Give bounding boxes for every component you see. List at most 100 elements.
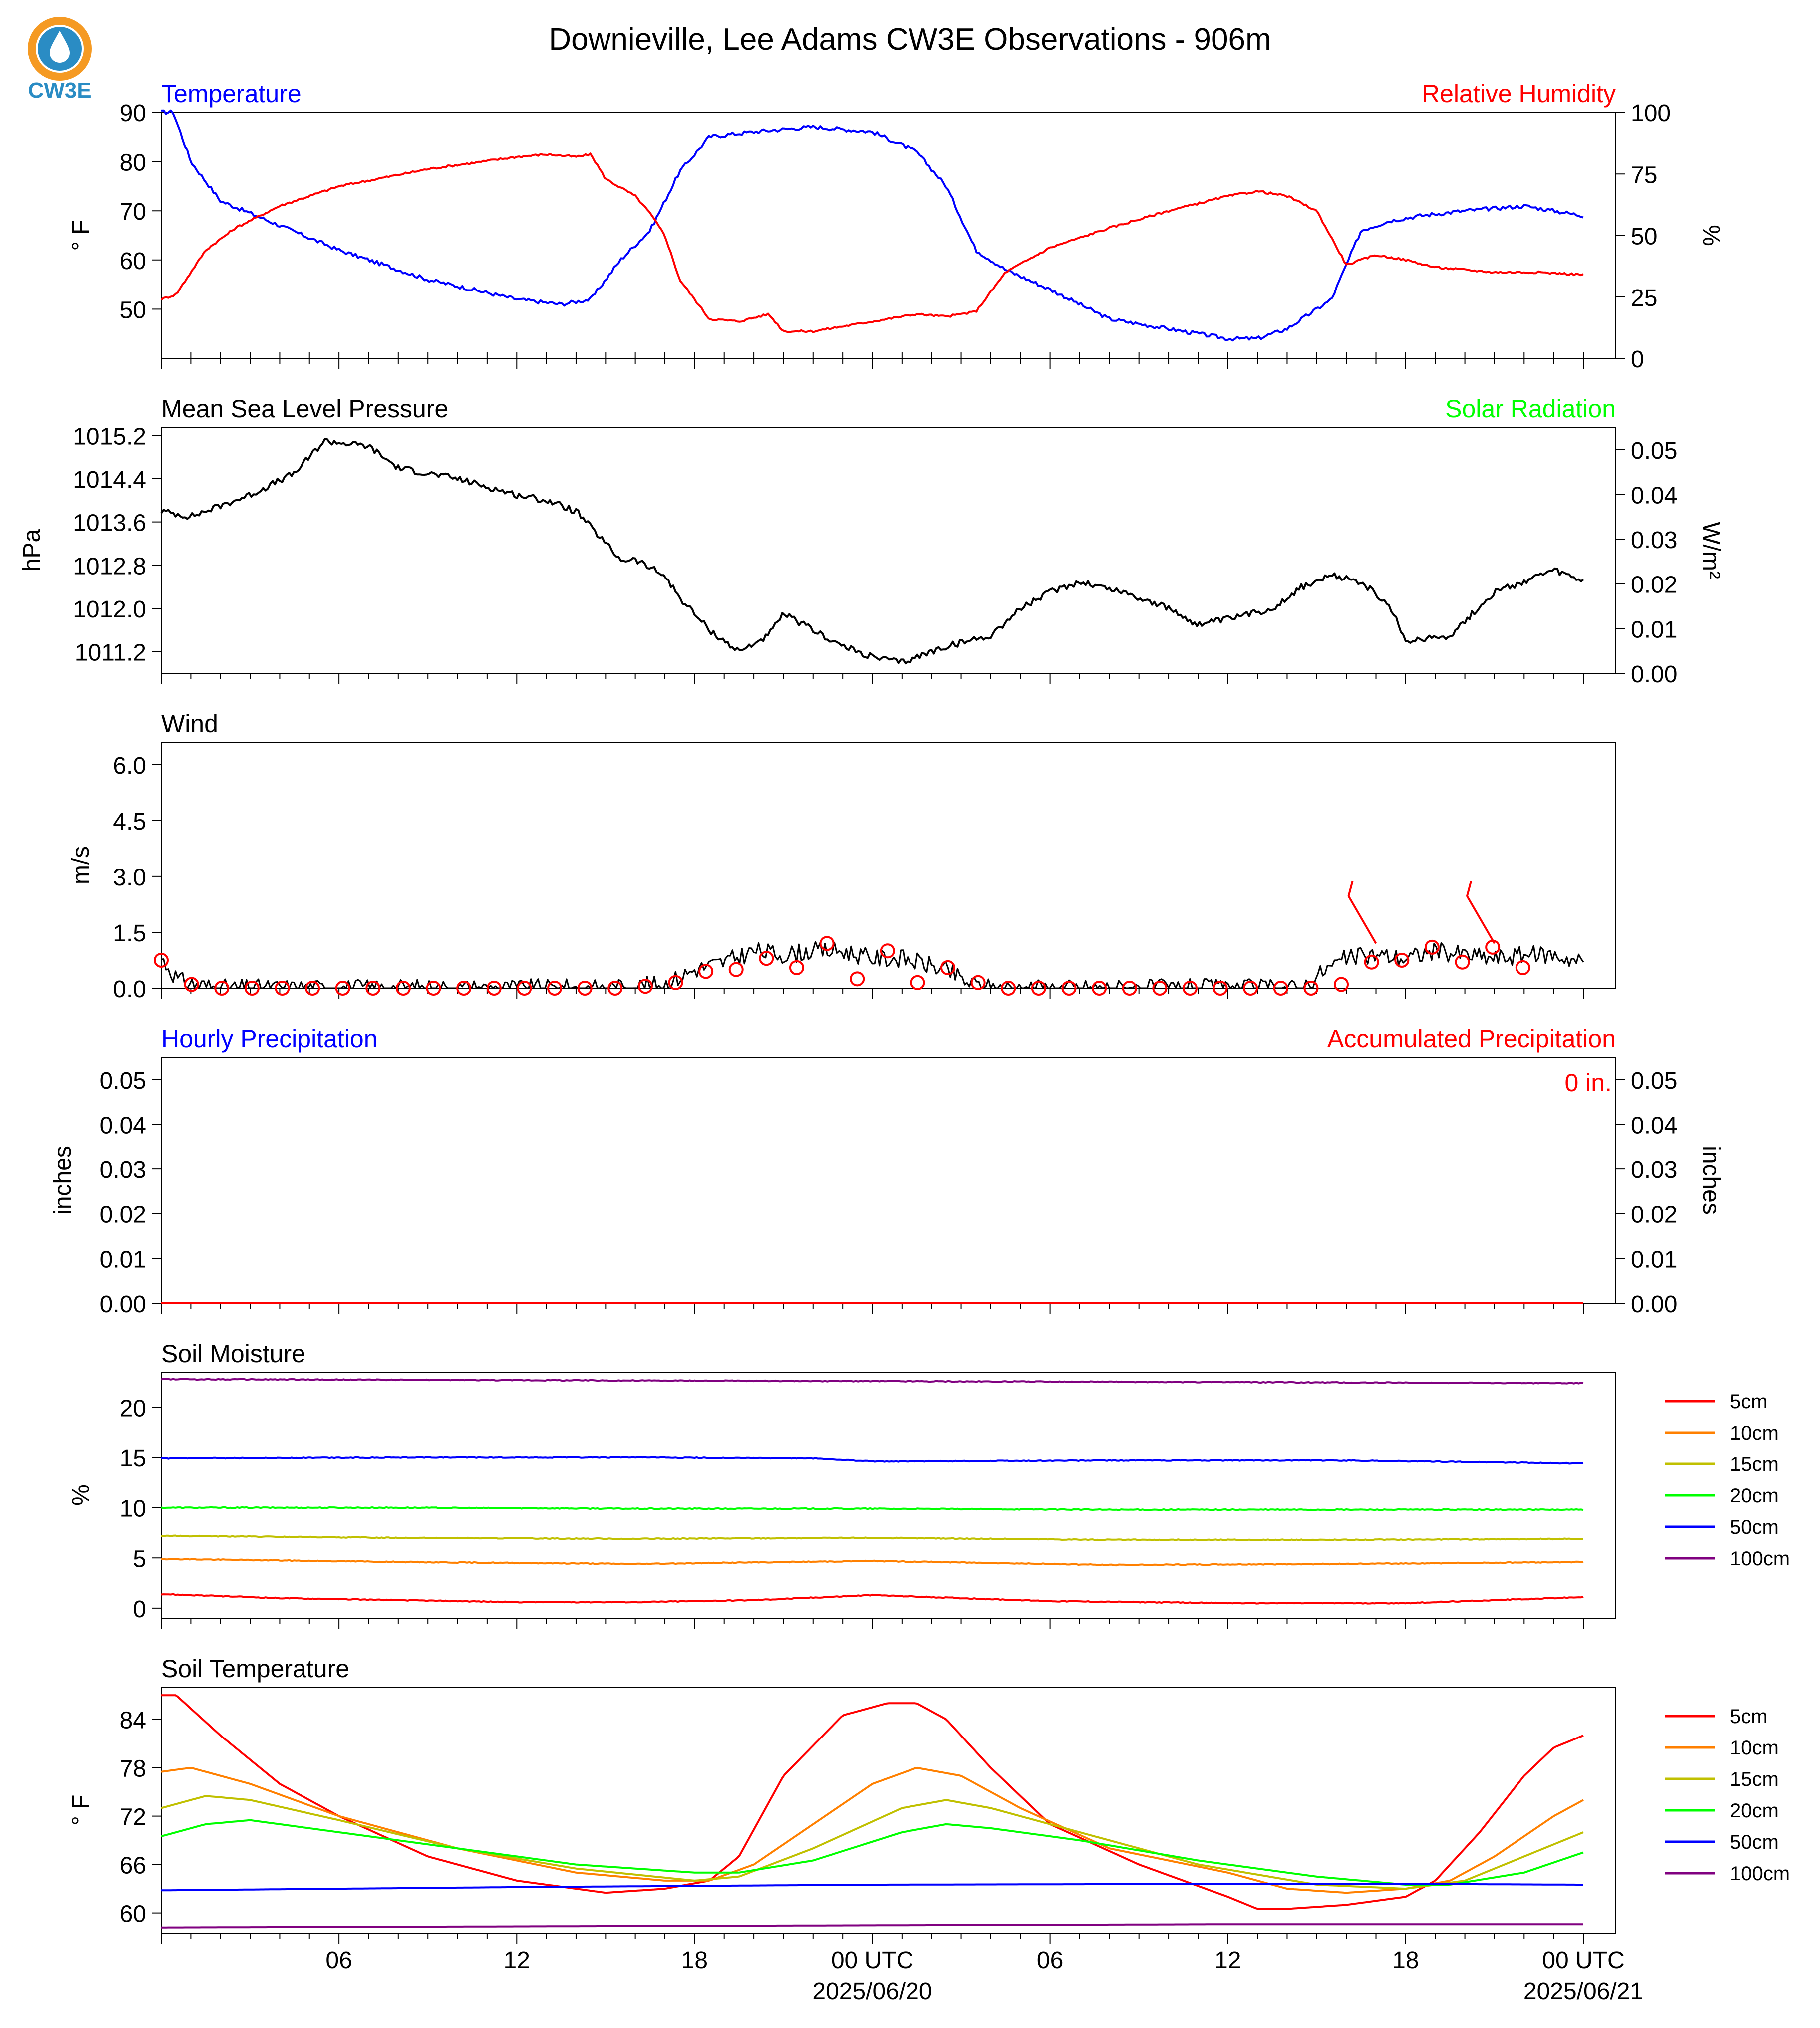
wind-marker [577, 981, 593, 996]
wind-marker [637, 979, 653, 994]
x-tick-label: 06 [325, 1947, 352, 1974]
series-line-5cm [161, 1694, 1584, 1910]
plot-frame [161, 427, 1616, 674]
y-axis-label: ° F [68, 1795, 94, 1826]
y-tick-label: 1011.2 [75, 640, 146, 666]
y-tick-label: 80 [120, 150, 146, 176]
y-tick-label: 0.02 [100, 1202, 146, 1228]
panel-title-left: Mean Sea Level Pressure [161, 395, 448, 423]
y-tick-label-right: 0.00 [1631, 661, 1677, 688]
plot-frame [161, 1372, 1616, 1619]
y-axis-label: hPa [19, 529, 45, 572]
y-tick-label: 15 [120, 1446, 146, 1472]
y-tick-label-right: 0.04 [1631, 1112, 1677, 1139]
y-tick-label: 0.05 [100, 1068, 146, 1094]
y-tick-label: 6.0 [113, 753, 146, 779]
wind-marker [1273, 981, 1288, 996]
y-axis-label-right: inches [1698, 1146, 1724, 1215]
series-line-15cm [161, 1534, 1584, 1541]
series-line-relative-humidity [160, 152, 1584, 333]
wind-marker [819, 936, 835, 951]
wind-marker [1152, 981, 1168, 996]
panel-wind: Wind 0.0 1.5 3.0 4.5 6.0 m/s [68, 710, 1616, 1003]
wind-marker [1424, 939, 1440, 955]
wind-marker [154, 952, 169, 968]
series-line-15cm [161, 1795, 1584, 1890]
x-tick-label: 18 [681, 1947, 708, 1974]
series-line-temperature [161, 109, 1584, 342]
wind-barb [1466, 895, 1496, 944]
wind-marker [759, 951, 774, 966]
y-tick-label: 50 [120, 297, 146, 323]
legend: 5cm 10cm 15cm 20cm 50cm 100cm [1665, 1391, 1790, 1570]
legend-label: 100cm [1730, 1863, 1790, 1885]
y-tick-label: 0.00 [100, 1291, 146, 1318]
panel-title-left: Hourly Precipitation [161, 1025, 378, 1053]
x-tick-date-label: 2025/06/20 [812, 1978, 932, 2005]
logo-text: CW3E [28, 78, 91, 103]
wind-marker [1455, 954, 1470, 970]
panel-title-left: Wind [161, 710, 218, 738]
panel-title-left: Soil Temperature [161, 1655, 349, 1683]
wind-marker [910, 975, 925, 990]
panel-title-right: Accumulated Precipitation [1327, 1025, 1616, 1053]
wind-marker [1485, 939, 1501, 955]
wind-marker [214, 981, 230, 996]
wind-marker [698, 964, 714, 979]
panel-soil-temperature: Soil Temperature 60 66 72 78 84 ° F 5cm 10cm 15cm… [68, 1655, 1790, 2005]
y-tick-label: 70 [120, 199, 146, 225]
series-line-100cm [161, 1923, 1583, 1929]
series-line-10cm [161, 1558, 1584, 1567]
y-tick-label: 1013.6 [73, 510, 146, 537]
wind-marker [728, 962, 744, 977]
wind-marker [426, 981, 441, 996]
y-tick-label: 84 [120, 1708, 146, 1734]
legend-label: 10cm [1730, 1737, 1779, 1759]
wind-marker [880, 943, 895, 959]
wind-marker [335, 981, 350, 996]
y-tick-label-right: 0.05 [1631, 1068, 1677, 1094]
logo-drop-icon [50, 31, 70, 63]
wind-marker [1515, 960, 1530, 975]
wind-marker [456, 981, 472, 996]
wind-marker [395, 981, 411, 996]
wind-marker [1182, 981, 1198, 996]
wind-marker [1061, 981, 1077, 996]
wind-marker [1364, 954, 1379, 970]
wind-barb [1347, 895, 1377, 944]
y-axis-label: ° F [68, 220, 94, 251]
legend-label: 15cm [1730, 1453, 1779, 1475]
y-tick-label-right: 0 [1631, 346, 1644, 373]
y-tick-label-right: 0.01 [1631, 1246, 1677, 1273]
y-tick-label: 90 [120, 100, 146, 127]
series-line-100cm [161, 1378, 1584, 1385]
y-tick-label: 72 [120, 1804, 146, 1831]
panel-pressure-solar: Mean Sea Level Pressure Solar Radiation 10… [19, 395, 1724, 688]
y-tick-label-right: 0.05 [1631, 438, 1677, 464]
series-line-10cm [161, 1766, 1584, 1894]
x-tick-label: 18 [1392, 1947, 1419, 1974]
wind-marker [184, 977, 199, 992]
wind-marker [1092, 981, 1107, 996]
wind-marker [850, 971, 865, 987]
series-line-20cm [161, 1506, 1584, 1511]
cw3e-logo: CW3E [28, 17, 92, 103]
page-title: Downieville, Lee Adams CW3E Observations… [549, 22, 1271, 57]
legend-label: 20cm [1730, 1800, 1779, 1822]
series-line-20cm [161, 1819, 1584, 1886]
x-tick-date-label: 2025/06/21 [1523, 1978, 1643, 2005]
legend-label: 10cm [1730, 1422, 1779, 1444]
y-tick-label: 60 [120, 248, 146, 275]
y-tick-label: 60 [120, 1901, 146, 1928]
x-tick-label: 00 UTC [831, 1947, 913, 1974]
wind-marker [517, 981, 532, 996]
wind-marker [1122, 981, 1137, 996]
panel-title-left: Temperature [161, 80, 302, 108]
series-line-50cm [161, 1456, 1584, 1465]
panel-title-right: Solar Radiation [1445, 395, 1616, 423]
legend-label: 20cm [1730, 1485, 1779, 1507]
wind-marker [1243, 981, 1258, 996]
plot-frame [161, 112, 1616, 359]
